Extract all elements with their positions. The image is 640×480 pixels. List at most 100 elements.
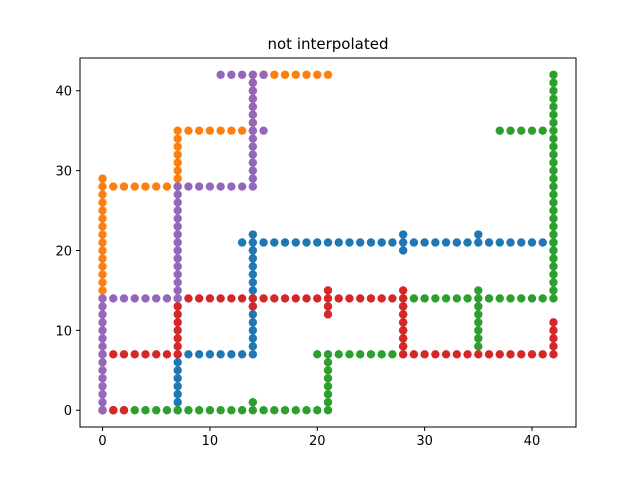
data-point xyxy=(420,350,429,359)
data-point xyxy=(334,294,343,303)
series-0 xyxy=(173,230,558,415)
data-point xyxy=(420,294,429,303)
data-point xyxy=(323,238,333,247)
data-point xyxy=(98,198,107,207)
y-tick-label: 0 xyxy=(64,404,72,419)
data-point xyxy=(463,294,472,303)
data-point xyxy=(173,238,182,247)
data-point xyxy=(366,238,376,247)
data-point xyxy=(162,182,172,191)
x-tick-label: 10 xyxy=(202,434,219,449)
data-point xyxy=(248,246,258,255)
data-point xyxy=(484,294,494,303)
data-point xyxy=(517,238,526,247)
data-point xyxy=(420,238,429,247)
data-point xyxy=(302,406,311,415)
data-point xyxy=(98,358,107,367)
data-point xyxy=(98,262,107,271)
data-point xyxy=(527,126,537,135)
data-point xyxy=(517,350,526,359)
data-point xyxy=(173,126,182,135)
data-point xyxy=(98,366,107,375)
y-tick-label: 10 xyxy=(55,324,72,339)
data-point xyxy=(227,294,236,303)
data-point xyxy=(398,238,408,247)
data-point xyxy=(248,166,258,175)
data-point xyxy=(366,294,376,303)
data-point xyxy=(538,126,547,135)
data-point xyxy=(549,166,558,175)
data-point xyxy=(173,222,182,231)
data-point xyxy=(270,406,279,415)
y-tick-label: 40 xyxy=(55,85,72,100)
data-point xyxy=(398,326,408,335)
data-point xyxy=(323,382,333,391)
data-point xyxy=(549,126,558,135)
data-point xyxy=(495,350,504,359)
data-point xyxy=(173,310,182,319)
data-point xyxy=(323,310,333,319)
data-point xyxy=(323,398,333,407)
data-point xyxy=(173,174,182,183)
data-point xyxy=(216,350,225,359)
data-point xyxy=(130,294,139,303)
data-point xyxy=(194,182,204,191)
data-point xyxy=(173,278,182,287)
data-point xyxy=(549,238,558,247)
data-point xyxy=(98,350,107,359)
data-point xyxy=(173,398,182,407)
data-point xyxy=(194,294,204,303)
data-point xyxy=(184,126,193,135)
data-point xyxy=(98,286,107,295)
data-point xyxy=(173,246,182,255)
data-point xyxy=(474,230,483,239)
data-point xyxy=(248,174,258,183)
data-point xyxy=(452,350,462,359)
data-point xyxy=(270,238,279,247)
data-point xyxy=(248,94,258,103)
data-point xyxy=(248,342,258,351)
data-point xyxy=(248,334,258,343)
series-1 xyxy=(98,70,333,303)
data-point xyxy=(474,318,483,327)
data-point xyxy=(549,262,558,271)
data-point xyxy=(98,206,107,215)
data-point xyxy=(549,94,558,103)
data-point xyxy=(173,270,182,279)
data-point xyxy=(474,310,483,319)
data-point xyxy=(173,318,182,327)
data-point xyxy=(549,222,558,231)
data-point xyxy=(259,70,268,79)
data-point xyxy=(109,406,118,415)
data-point xyxy=(98,382,107,391)
data-point xyxy=(549,102,558,111)
data-point xyxy=(248,158,258,167)
data-point xyxy=(506,238,515,247)
data-point xyxy=(173,326,182,335)
data-point xyxy=(549,198,558,207)
data-point xyxy=(248,318,258,327)
data-point xyxy=(173,158,182,167)
data-point xyxy=(431,294,440,303)
data-point xyxy=(248,262,258,271)
data-point xyxy=(549,254,558,263)
data-point xyxy=(237,126,247,135)
data-point xyxy=(474,294,483,303)
data-point xyxy=(313,70,322,79)
data-point xyxy=(259,126,268,135)
data-point xyxy=(173,206,182,215)
data-point xyxy=(98,246,107,255)
data-point xyxy=(173,390,182,399)
data-point xyxy=(495,126,504,135)
data-point xyxy=(248,254,258,263)
data-point xyxy=(237,406,247,415)
data-point xyxy=(173,350,182,359)
data-point xyxy=(259,294,268,303)
data-point xyxy=(398,302,408,311)
data-point xyxy=(98,342,107,351)
data-point xyxy=(216,70,225,79)
data-point xyxy=(173,342,182,351)
data-point xyxy=(98,230,107,239)
data-point xyxy=(162,350,172,359)
